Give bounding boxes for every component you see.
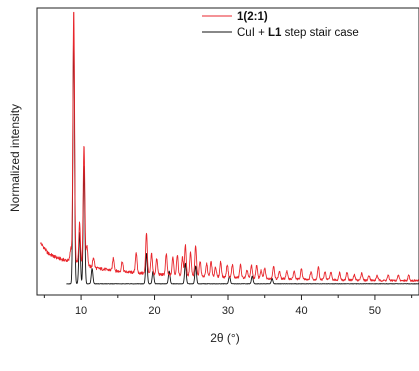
x-ticks: 10 20 30 40 50 xyxy=(43,295,413,317)
series-line-black xyxy=(66,27,419,285)
x-axis-title: 2θ (°) xyxy=(210,331,239,345)
x-tick-label-30: 30 xyxy=(222,305,234,317)
legend-segment: 1(2:1) xyxy=(237,11,268,23)
legend-segment: step stair case xyxy=(281,27,358,39)
legend: 1(2:1) CuI + L1 step stair case xyxy=(202,11,359,39)
series-layer xyxy=(40,11,419,285)
legend-label-cui-l1: CuI + L1 step stair case xyxy=(237,27,359,39)
y-axis-title: Normalized intensity xyxy=(8,104,22,212)
legend-segment: L1 xyxy=(268,27,282,39)
plot-frame xyxy=(36,7,419,296)
series-line-red xyxy=(40,11,419,282)
legend-label-1-2-1: 1(2:1) xyxy=(237,11,268,23)
x-tick-label-50: 50 xyxy=(369,305,381,317)
x-tick-label-10: 10 xyxy=(75,305,87,317)
x-tick-label-40: 40 xyxy=(295,305,307,317)
x-tick-label-20: 20 xyxy=(148,305,160,317)
legend-segment: CuI + xyxy=(237,27,268,39)
